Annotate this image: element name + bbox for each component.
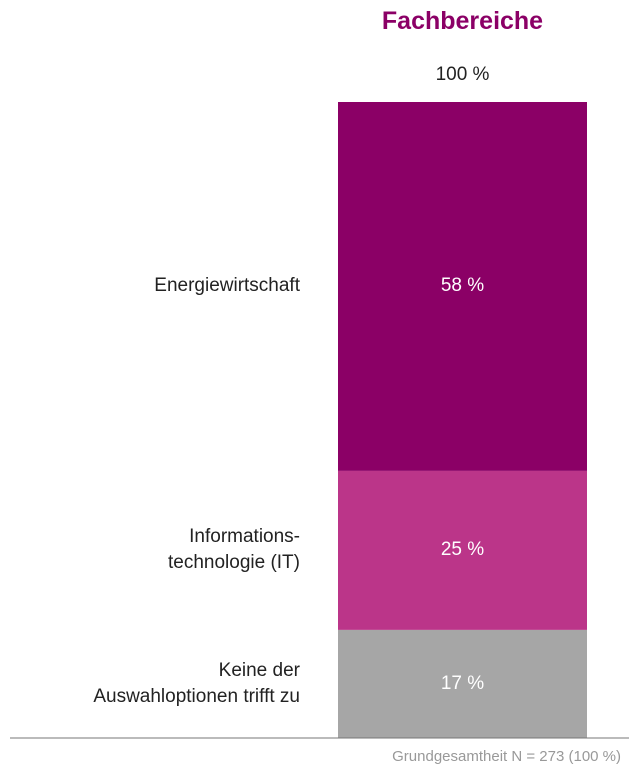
legend-label: Keine der Auswahloptionen trifft zu <box>93 659 300 707</box>
value-label: 17 % <box>440 672 485 694</box>
legend-label: Energiewirtschaft <box>154 275 300 297</box>
bar-segment <box>338 102 587 471</box>
value-label: 58 % <box>440 275 485 297</box>
footnote: Grundgesamtheit N = 273 (100 %) <box>392 748 621 765</box>
bar-segment <box>338 470 587 630</box>
chart-title: Fachbereiche <box>381 7 544 35</box>
total-label: 100 % <box>435 64 490 85</box>
value-label: 25 % <box>440 539 485 561</box>
legend-label: Informations- technologie (IT) <box>167 526 300 574</box>
bar-segment <box>338 629 587 738</box>
